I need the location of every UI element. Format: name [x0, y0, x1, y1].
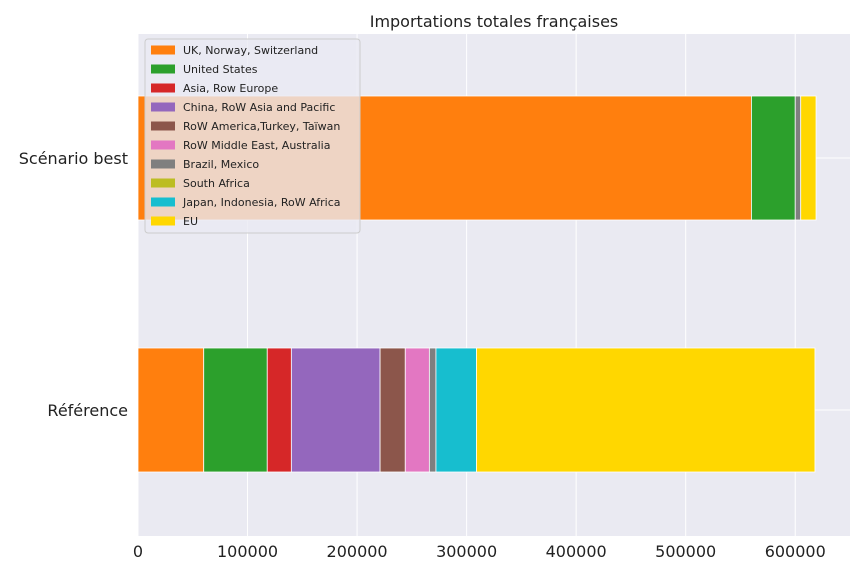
legend-swatch	[151, 159, 175, 169]
legend-entry-label: United States	[183, 63, 258, 76]
legend-swatch	[151, 216, 175, 226]
y-tick-labels: Scénario best Référence	[19, 149, 128, 420]
y-tick-label: Référence	[47, 401, 128, 420]
x-tick-label: 0	[133, 542, 143, 561]
chart-title: Importations totales françaises	[370, 12, 619, 31]
bar-segment	[290, 347, 381, 473]
x-tick-label: 500000	[655, 542, 716, 561]
legend-box	[144, 38, 361, 234]
x-tick-label: 600000	[765, 542, 826, 561]
bar-segment	[428, 347, 437, 473]
legend-swatch	[151, 178, 175, 188]
bar-segment	[266, 347, 292, 473]
legend-swatch	[151, 140, 175, 150]
legend: UK, Norway, Switzerland United States Asia…	[144, 38, 361, 234]
x-tick-labels: 0 100000 200000 300000 400000 500000 600000	[133, 542, 826, 561]
x-tick-label: 100000	[217, 542, 278, 561]
legend-entry-label: RoW America,Turkey, Taïwan	[183, 120, 340, 133]
bar-segment	[379, 347, 406, 473]
x-tick-label: 300000	[436, 542, 497, 561]
legend-entry-label: RoW Middle East, Australia	[183, 139, 330, 152]
bar-segment	[203, 347, 268, 473]
bar-segment	[404, 347, 430, 473]
legend-entry-label: Japan, Indonesia, RoW Africa	[182, 196, 341, 209]
legend-entry-label: EU	[183, 215, 198, 228]
legend-entry-label: China, RoW Asia and Pacific	[183, 101, 335, 114]
legend-entry-label: Asia, Row Europe	[183, 82, 278, 95]
legend-swatch	[151, 64, 175, 74]
bar-segment	[751, 95, 796, 221]
bar-segment	[476, 347, 816, 473]
legend-entry-label: South Africa	[183, 177, 250, 190]
bar-segment	[435, 347, 477, 473]
y-tick-label: Scénario best	[19, 149, 128, 168]
legend-swatch	[151, 121, 175, 131]
legend-entry-label: UK, Norway, Switzerland	[183, 44, 318, 57]
x-tick-label: 400000	[546, 542, 607, 561]
legend-entry-label: Brazil, Mexico	[183, 158, 259, 171]
bar-segment	[794, 95, 802, 221]
legend-swatch	[151, 83, 175, 93]
legend-swatch	[151, 102, 175, 112]
legend-swatch	[151, 197, 175, 207]
legend-swatch	[151, 45, 175, 55]
bar-segment	[800, 95, 817, 221]
x-tick-label: 200000	[327, 542, 388, 561]
bar-segment	[137, 347, 205, 473]
